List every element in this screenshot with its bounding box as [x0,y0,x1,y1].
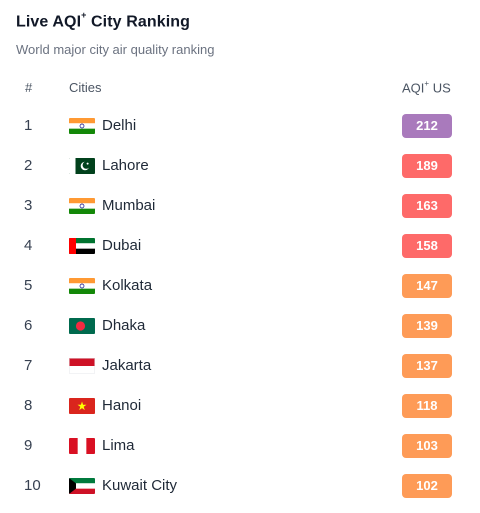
vietnam-flag-icon [69,398,95,414]
pakistan-flag-icon [69,158,95,174]
column-header-cities: Cities [69,80,102,95]
india-flag-icon [69,198,95,214]
rank-number: 5 [24,277,33,294]
aqi-badge: 189 [402,154,452,178]
title-superscript: + [81,10,87,20]
column-header-rank: # [25,80,33,95]
aqi-badge: 147 [402,274,452,298]
rank-number: 7 [24,357,33,374]
city-name[interactable]: Hanoi [102,397,142,414]
india-flag-icon [69,278,95,294]
aqi-badge: 102 [402,474,452,498]
aqi-header-superscript: + [424,79,430,88]
indonesia-flag-icon [69,358,95,374]
city-name[interactable]: Delhi [102,117,137,134]
city-row[interactable]: 4 Dubai 158 [0,226,480,266]
aqi-badge: 158 [402,234,452,258]
city-row[interactable]: 6 Dhaka 139 [0,306,480,346]
city-row[interactable]: 5 Kolkata 147 [0,266,480,306]
page-subtitle: World major city air quality ranking [16,42,215,57]
aqi-badge: 103 [402,434,452,458]
aqi-badge: 118 [402,394,452,418]
aqi-badge: 212 [402,114,452,138]
city-row[interactable]: 2 Lahore 189 [0,146,480,186]
city-row[interactable]: 1 Delhi 212 [0,106,480,146]
city-name[interactable]: Dhaka [102,317,146,334]
title-main: Live AQI [16,13,82,31]
peru-flag-icon [69,438,95,454]
kuwait-flag-icon [69,478,95,494]
aqi-badge: 163 [402,194,452,218]
india-flag-icon [69,118,95,134]
title-rest: City Ranking [86,13,191,31]
rank-number: 9 [24,437,33,454]
rank-number: 2 [24,157,33,174]
city-name[interactable]: Lahore [102,157,149,174]
page-title: Live AQI+ City Ranking [16,10,191,31]
rank-number: 1 [24,117,33,134]
city-row[interactable]: 8 Hanoi 118 [0,386,480,426]
aqi-badge: 139 [402,314,452,338]
city-name[interactable]: Lima [102,437,135,454]
bangladesh-flag-icon [69,318,95,334]
city-row[interactable]: 9 Lima 103 [0,426,480,466]
table-header: # Cities AQI+ US [0,79,480,98]
city-name[interactable]: Dubai [102,237,142,254]
rank-number: 10 [24,477,41,494]
city-name[interactable]: Jakarta [102,357,152,374]
rank-number: 6 [24,317,33,334]
aqi-badge: 137 [402,354,452,378]
city-row[interactable]: 7 Jakarta 137 [0,346,480,386]
city-name[interactable]: Kuwait City [102,477,178,494]
column-header-aqi: AQI+ US [402,79,451,96]
city-row[interactable]: 10 Kuwait City 102 [0,466,480,506]
city-row[interactable]: 3 Mumbai 163 [0,186,480,226]
rank-number: 3 [24,197,33,214]
aqi-header-rest: US [429,80,451,96]
rank-number: 8 [24,397,33,414]
city-name[interactable]: Kolkata [102,277,153,294]
rank-number: 4 [24,237,33,254]
uae-flag-icon [69,238,95,254]
ranking-list: 1 Delhi 212 2 Lahore 189 3 Mumbai 163 4 Dubai 158 5 K… [0,106,480,506]
aqi-header-main: AQI [402,80,425,96]
city-name[interactable]: Mumbai [102,197,156,214]
